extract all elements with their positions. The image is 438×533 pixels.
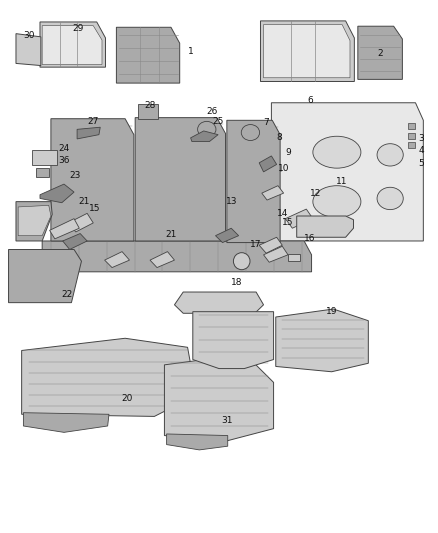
Bar bbox=[409, 142, 416, 149]
Polygon shape bbox=[16, 34, 41, 66]
Polygon shape bbox=[264, 246, 288, 262]
Text: 2: 2 bbox=[378, 50, 383, 58]
Polygon shape bbox=[42, 241, 311, 272]
Text: 18: 18 bbox=[231, 278, 242, 287]
Polygon shape bbox=[18, 205, 51, 236]
Bar bbox=[409, 133, 416, 139]
Polygon shape bbox=[166, 434, 228, 450]
Ellipse shape bbox=[313, 136, 361, 168]
Text: 17: 17 bbox=[251, 240, 262, 249]
Ellipse shape bbox=[233, 253, 250, 270]
Polygon shape bbox=[272, 103, 424, 241]
Text: 15: 15 bbox=[89, 204, 100, 213]
Polygon shape bbox=[259, 237, 283, 253]
Polygon shape bbox=[21, 338, 196, 416]
Ellipse shape bbox=[377, 187, 403, 209]
Ellipse shape bbox=[377, 144, 403, 166]
Polygon shape bbox=[358, 26, 403, 79]
Polygon shape bbox=[286, 209, 313, 228]
Text: 16: 16 bbox=[304, 234, 315, 243]
Polygon shape bbox=[164, 354, 274, 441]
Text: 15: 15 bbox=[282, 219, 294, 228]
Ellipse shape bbox=[198, 122, 216, 138]
Bar bbox=[409, 123, 416, 130]
Text: 29: 29 bbox=[73, 24, 84, 33]
Polygon shape bbox=[23, 413, 109, 432]
Polygon shape bbox=[174, 292, 264, 313]
Polygon shape bbox=[40, 22, 106, 67]
Polygon shape bbox=[227, 120, 280, 243]
Text: 5: 5 bbox=[418, 159, 424, 168]
Text: 28: 28 bbox=[145, 101, 155, 110]
Text: 21: 21 bbox=[165, 230, 177, 239]
Text: 26: 26 bbox=[207, 107, 218, 116]
Polygon shape bbox=[261, 21, 354, 82]
Polygon shape bbox=[259, 156, 277, 172]
Polygon shape bbox=[42, 26, 102, 64]
Text: 1: 1 bbox=[188, 47, 194, 55]
Text: 4: 4 bbox=[418, 146, 424, 155]
Polygon shape bbox=[40, 184, 74, 203]
Polygon shape bbox=[135, 118, 226, 241]
Text: 19: 19 bbox=[326, 307, 337, 316]
Text: 10: 10 bbox=[278, 164, 290, 173]
Text: 13: 13 bbox=[226, 197, 237, 206]
Polygon shape bbox=[68, 213, 93, 232]
Text: 27: 27 bbox=[88, 117, 99, 126]
Text: 7: 7 bbox=[263, 118, 269, 127]
Ellipse shape bbox=[313, 185, 361, 217]
Text: 21: 21 bbox=[79, 197, 90, 206]
Text: 12: 12 bbox=[310, 189, 321, 198]
Text: 20: 20 bbox=[122, 394, 133, 403]
Text: 14: 14 bbox=[277, 209, 288, 218]
Polygon shape bbox=[193, 312, 274, 368]
Bar bbox=[138, 104, 158, 119]
Text: 23: 23 bbox=[69, 171, 81, 180]
Bar bbox=[36, 167, 49, 177]
Text: 11: 11 bbox=[336, 177, 348, 186]
Text: 8: 8 bbox=[276, 133, 282, 142]
Polygon shape bbox=[262, 185, 284, 200]
Polygon shape bbox=[215, 228, 239, 243]
Polygon shape bbox=[51, 119, 134, 241]
Text: 36: 36 bbox=[58, 156, 70, 165]
Polygon shape bbox=[264, 25, 350, 78]
Text: 31: 31 bbox=[221, 416, 233, 425]
Text: 22: 22 bbox=[61, 289, 73, 298]
Polygon shape bbox=[77, 127, 100, 139]
Polygon shape bbox=[49, 219, 79, 239]
Polygon shape bbox=[63, 233, 87, 249]
Polygon shape bbox=[191, 131, 218, 142]
Polygon shape bbox=[117, 27, 180, 83]
Text: 3: 3 bbox=[418, 134, 424, 143]
Bar bbox=[32, 150, 57, 165]
Text: 24: 24 bbox=[58, 144, 70, 153]
Polygon shape bbox=[105, 252, 130, 268]
Polygon shape bbox=[150, 252, 174, 268]
Text: 9: 9 bbox=[285, 148, 291, 157]
Text: 30: 30 bbox=[23, 31, 35, 40]
Ellipse shape bbox=[241, 125, 260, 141]
Polygon shape bbox=[297, 216, 353, 237]
Text: 6: 6 bbox=[308, 96, 314, 105]
Polygon shape bbox=[16, 201, 52, 241]
Polygon shape bbox=[276, 309, 368, 372]
Bar bbox=[288, 254, 300, 261]
Text: 25: 25 bbox=[212, 117, 224, 126]
Polygon shape bbox=[9, 249, 81, 303]
